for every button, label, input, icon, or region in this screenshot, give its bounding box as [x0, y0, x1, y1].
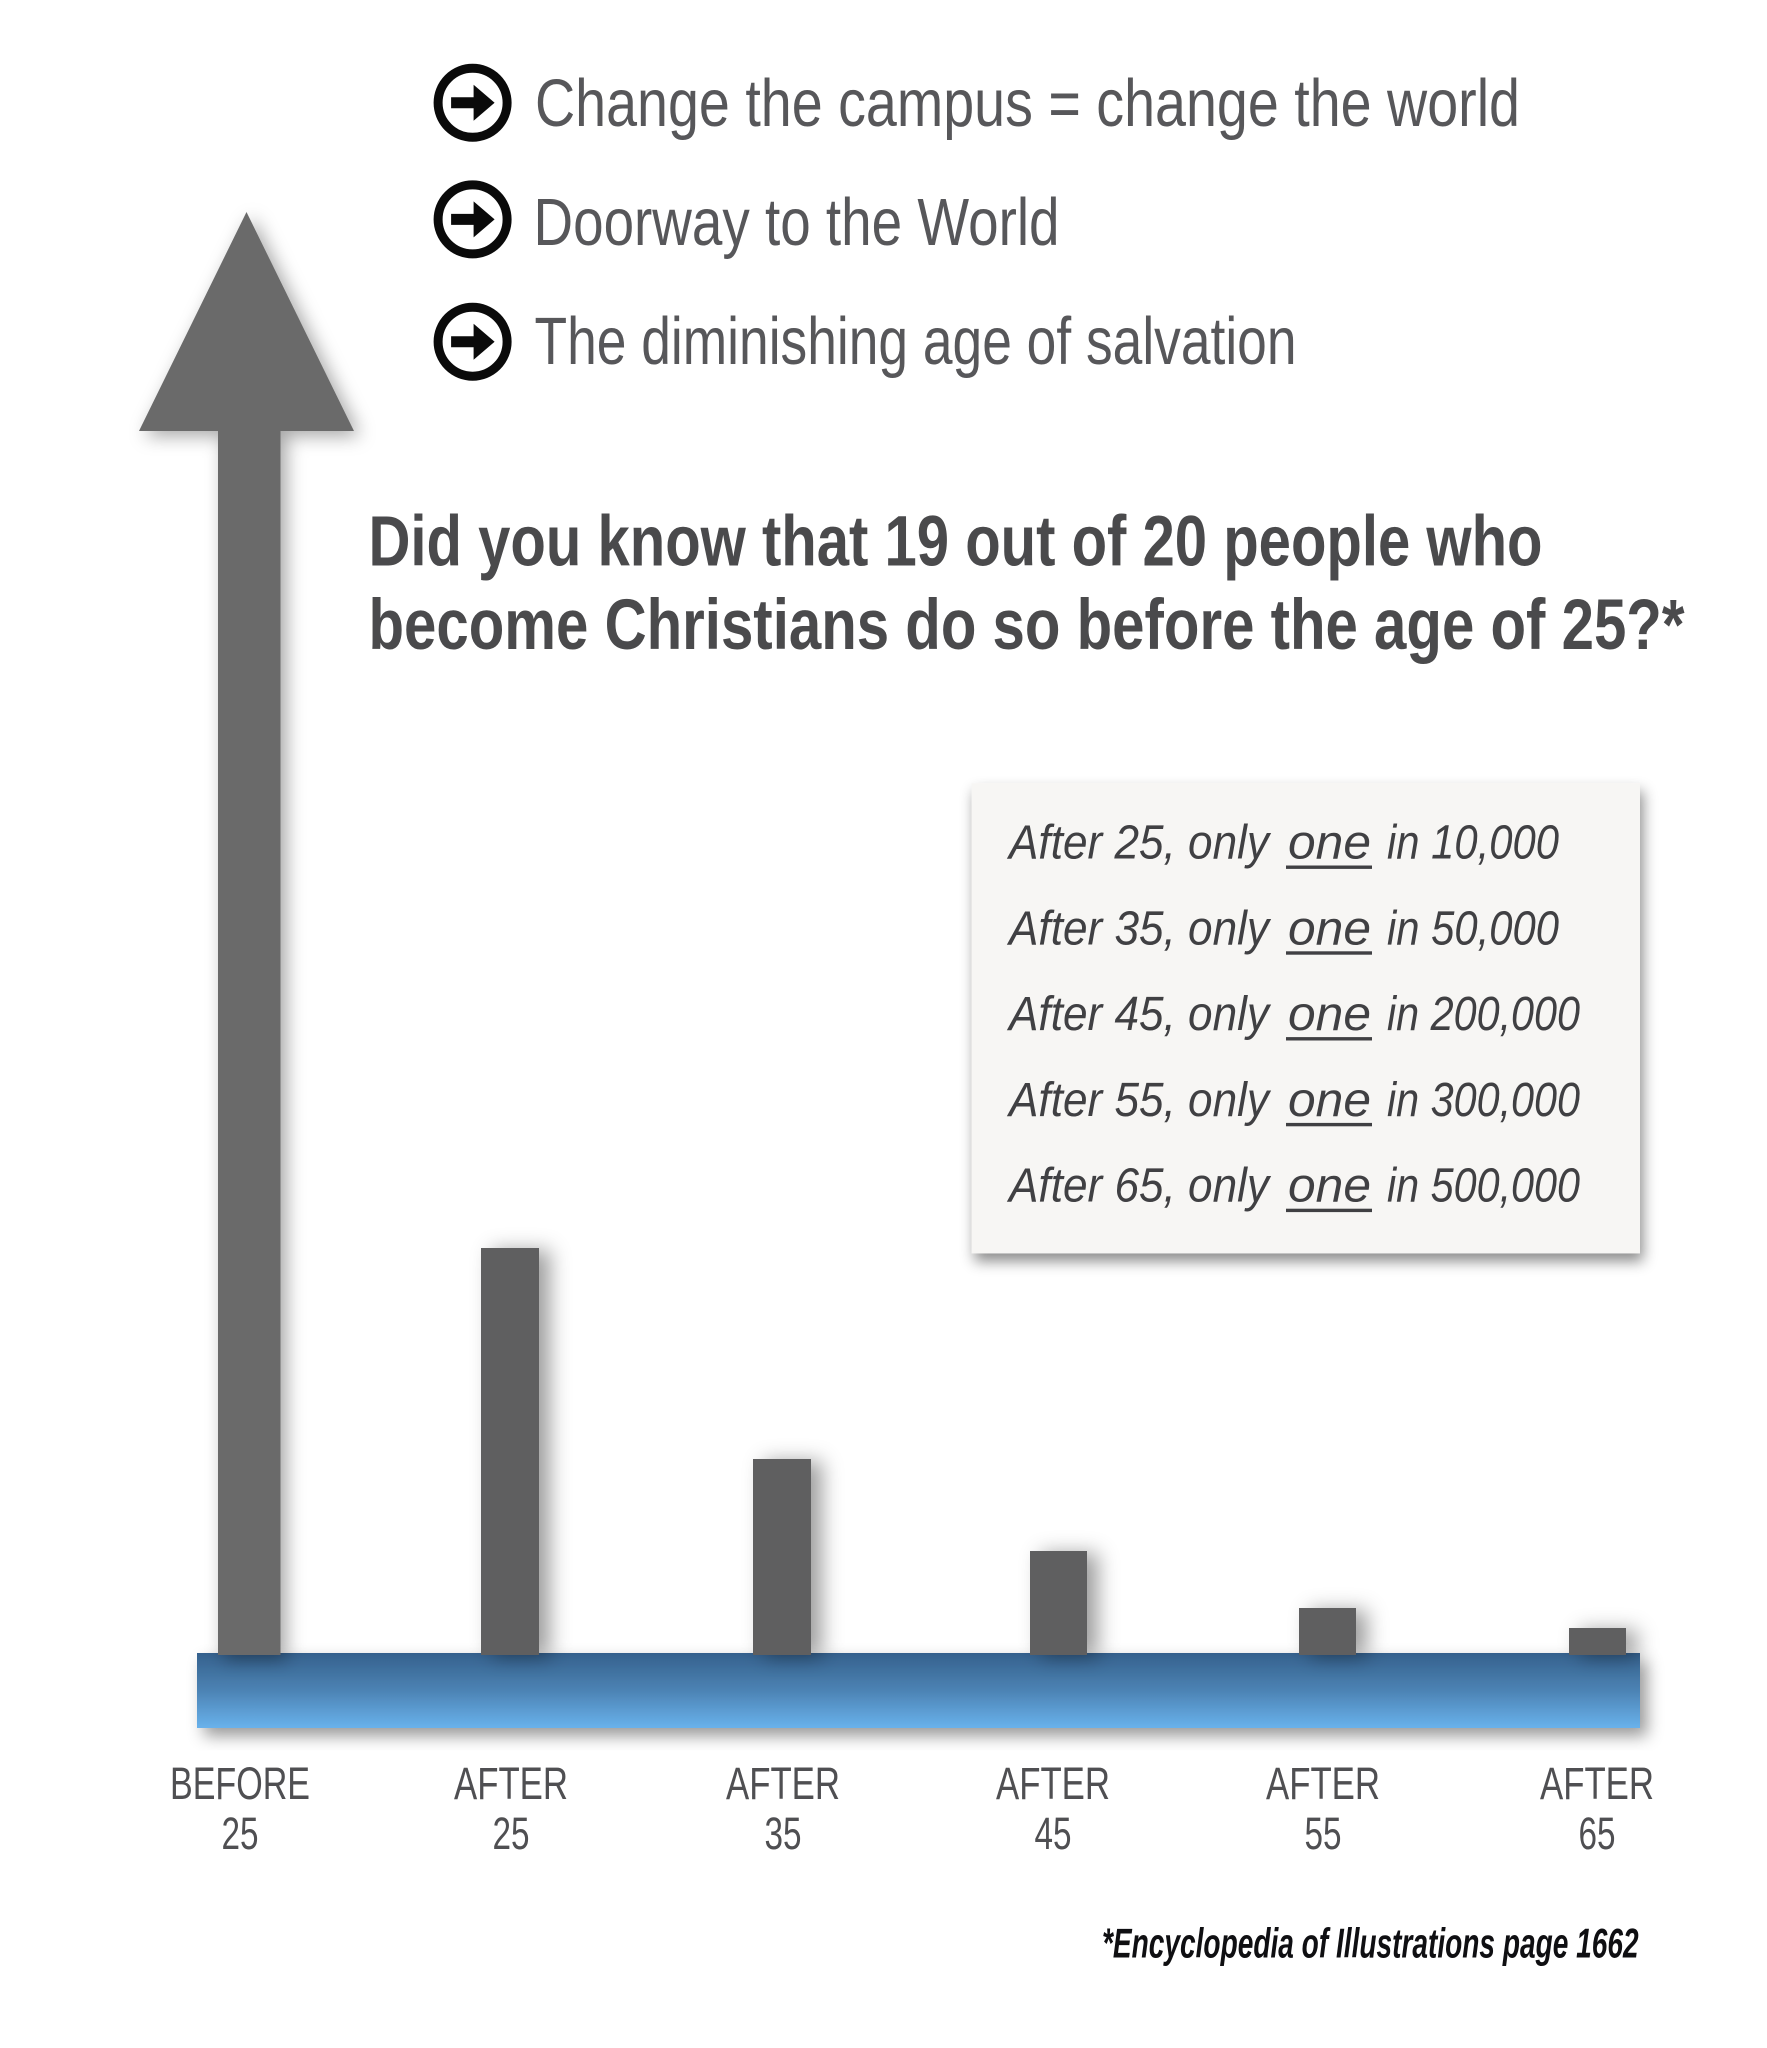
- svg-text:one: one: [1288, 817, 1371, 870]
- svg-text:BEFORE: BEFORE: [170, 1758, 310, 1809]
- svg-text:AFTER: AFTER: [454, 1758, 568, 1809]
- svg-text:*Encyclopedia of Illustrations: *Encyclopedia of Illustrations page 1662: [1102, 1920, 1639, 1967]
- svg-text:55: 55: [1305, 1808, 1342, 1859]
- svg-text:After 35, only: After 35, only: [1006, 902, 1272, 955]
- svg-text:become Christians do so before: become Christians do so before the age o…: [369, 586, 1685, 665]
- svg-text:in 10,000: in 10,000: [1387, 817, 1559, 870]
- svg-text:Did you know that 19 out of 20: Did you know that 19 out of 20 people wh…: [369, 503, 1543, 582]
- svg-text:45: 45: [1035, 1808, 1072, 1859]
- svg-text:in 500,000: in 500,000: [1387, 1160, 1580, 1213]
- svg-text:AFTER: AFTER: [1266, 1758, 1380, 1809]
- svg-text:one: one: [1288, 1160, 1371, 1213]
- svg-text:in 200,000: in 200,000: [1387, 988, 1580, 1041]
- svg-text:in 300,000: in 300,000: [1387, 1074, 1580, 1127]
- svg-text:one: one: [1288, 1074, 1371, 1127]
- svg-text:Change the campus = change the: Change the campus = change the world: [535, 66, 1520, 141]
- svg-text:one: one: [1288, 988, 1371, 1041]
- svg-text:AFTER: AFTER: [996, 1758, 1110, 1809]
- svg-text:65: 65: [1579, 1808, 1616, 1859]
- svg-text:AFTER: AFTER: [726, 1758, 840, 1809]
- svg-text:25: 25: [493, 1808, 530, 1859]
- svg-text:in 50,000: in 50,000: [1387, 902, 1559, 955]
- svg-text:25: 25: [222, 1808, 259, 1859]
- svg-text:AFTER: AFTER: [1540, 1758, 1654, 1809]
- svg-text:one: one: [1288, 902, 1371, 955]
- svg-text:After 25, only: After 25, only: [1006, 817, 1272, 870]
- svg-text:After 45, only: After 45, only: [1006, 988, 1272, 1041]
- svg-text:Doorway to the World: Doorway to the World: [534, 185, 1060, 260]
- svg-text:35: 35: [765, 1808, 802, 1859]
- svg-text:The diminishing age of salvati: The diminishing age of salvation: [535, 304, 1297, 379]
- svg-text:After 55, only: After 55, only: [1006, 1074, 1272, 1127]
- svg-text:After 65, only: After 65, only: [1006, 1160, 1272, 1213]
